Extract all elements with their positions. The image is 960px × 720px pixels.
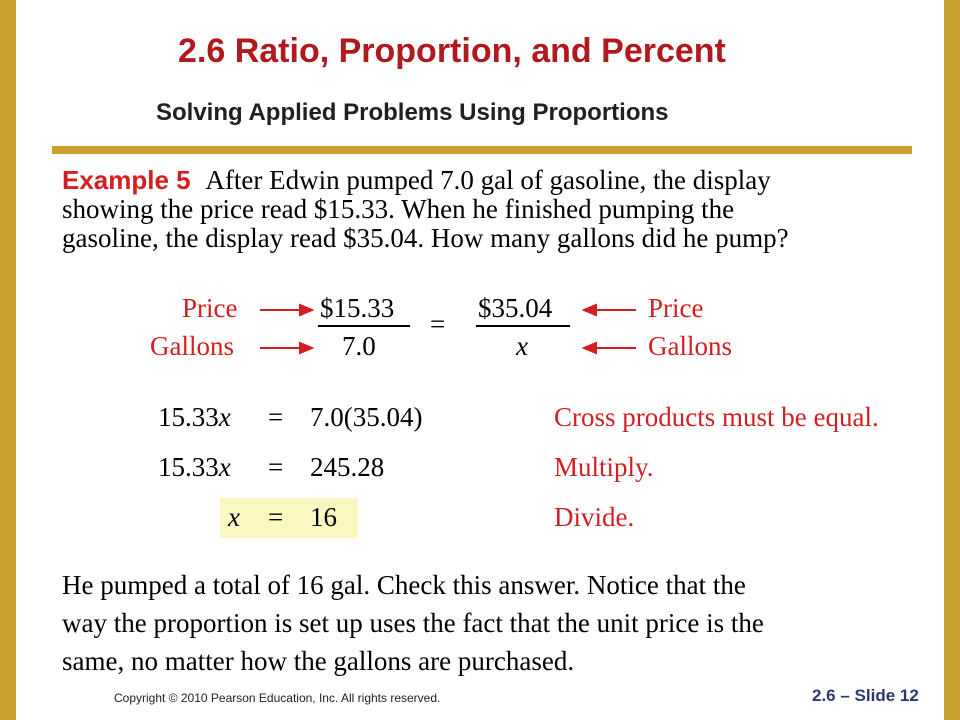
copyright-notice: Copyright © 2010 Pearson Education, Inc.… [114, 691, 441, 705]
right-price-label: Price [648, 293, 704, 323]
slide-title: 2.6 Ratio, Proportion, and Percent [178, 32, 726, 70]
example-label: Example 5 [62, 165, 191, 195]
step2-lhs: 15.33x [158, 452, 231, 483]
example-line-3: gasoline, the display read $35.04. How m… [62, 223, 789, 253]
right-gallons-label: Gallons [648, 331, 732, 361]
arrow-left-price-icon [582, 303, 636, 317]
slide-number: 2.6 – Slide 12 [812, 686, 919, 705]
step3-note: Divide. [554, 502, 635, 532]
answer-highlight [220, 498, 358, 538]
step2-rhs: 245.28 [310, 452, 385, 482]
conclusion-line-2: way the proportion is set up uses the fa… [62, 608, 764, 638]
step1-rhs: 7.0(35.04) [310, 402, 423, 432]
fraction1-bar [318, 325, 410, 327]
step3-rhs: 16 [310, 502, 337, 532]
right-vertical-rule [944, 0, 960, 720]
fraction2-bar [476, 325, 570, 327]
example-line-2: showing the price read $15.33. When he f… [62, 194, 735, 224]
step1-lhs-variable: x [218, 402, 231, 432]
step3-equals: = [268, 502, 284, 532]
step2-equals: = [268, 452, 284, 482]
header-divider [52, 146, 912, 154]
step2-lhs-number: 15.33 [158, 452, 219, 482]
fraction1-denominator: 7.0 [342, 331, 376, 361]
step3-lhs-variable: x [228, 502, 240, 532]
conclusion-line-1: He pumped a total of 16 gal. Check this … [62, 570, 746, 600]
proportion-equals: = [430, 309, 446, 339]
slide-subtitle: Solving Applied Problems Using Proportio… [156, 99, 669, 126]
example-problem: Example 5 After Edwin pumped 7.0 gal of … [62, 166, 922, 253]
step2-lhs-variable: x [218, 452, 231, 482]
left-price-label: Price [182, 293, 238, 323]
step2-note: Multiply. [554, 452, 654, 482]
arrow-right-price-icon [260, 303, 314, 317]
arrow-left-gallons-icon [582, 341, 636, 355]
example-line-1: After Edwin pumped 7.0 gal of gasoline, … [205, 165, 771, 195]
conclusion-line-3: same, no matter how the gallons are purc… [62, 646, 575, 676]
step1-lhs-number: 15.33 [158, 402, 219, 432]
fraction2-numerator: $35.04 [478, 293, 553, 323]
arrow-right-gallons-icon [260, 341, 314, 355]
conclusion-paragraph: He pumped a total of 16 gal. Check this … [62, 566, 932, 680]
left-gallons-label: Gallons [150, 331, 234, 361]
step1-note: Cross products must be equal. [554, 402, 879, 432]
fraction2-denominator: x [516, 331, 528, 361]
left-vertical-rule [0, 0, 16, 720]
step1-lhs: 15.33x [158, 402, 231, 433]
fraction1-numerator: $15.33 [320, 293, 395, 323]
step1-equals: = [268, 402, 284, 432]
